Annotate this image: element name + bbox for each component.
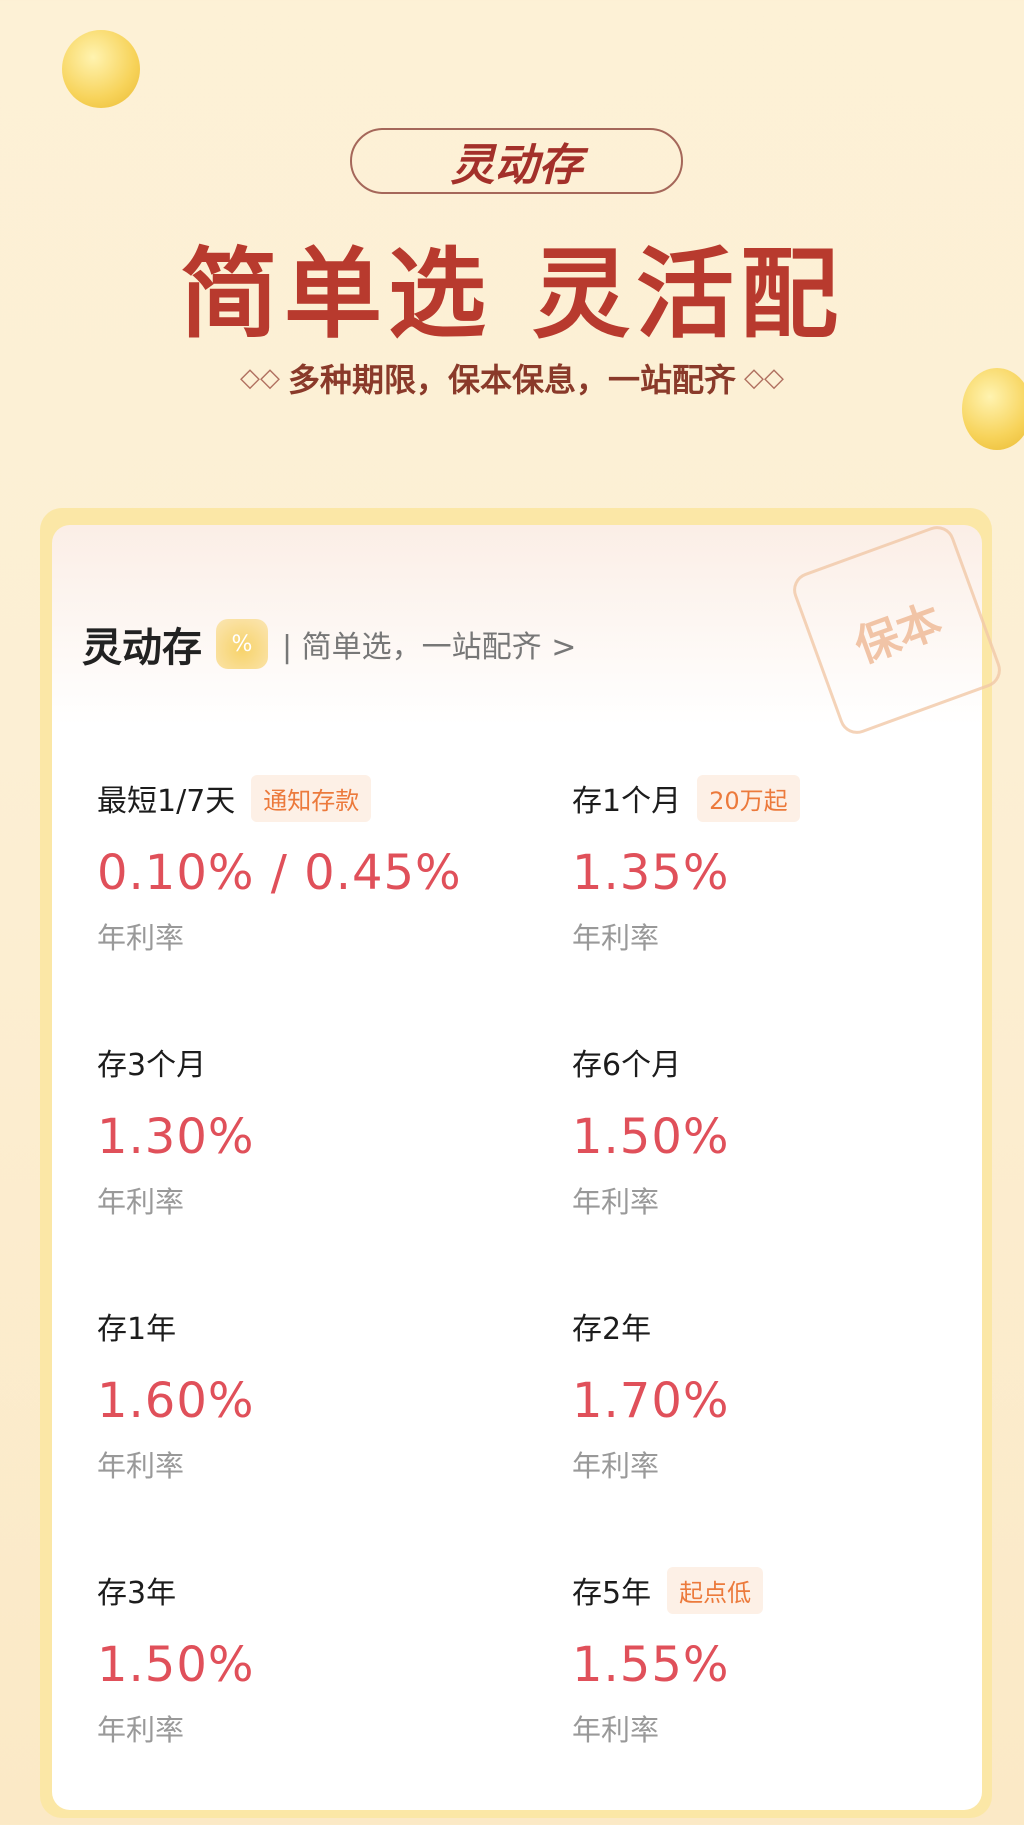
term-label: 存6个月 [572, 1048, 682, 1083]
interest-rate: 1.50% [572, 1109, 730, 1165]
headline: 简单选 灵活配 [179, 238, 845, 352]
term-label-row: 存3年 [97, 1567, 572, 1613]
rate-unit: 年利率 [97, 1713, 185, 1747]
term-label-row: 存5年 起点低 [572, 1566, 957, 1614]
interest-rate: 0.10% / 0.45% [97, 845, 462, 901]
product-item[interactable]: 存3个月 1.30% 年利率 [97, 1039, 572, 1221]
term-label: 存2年 [572, 1312, 652, 1347]
product-item[interactable]: 存1年 1.60% 年利率 [97, 1303, 572, 1485]
diamond-icon: ◇◇ [239, 363, 280, 393]
diamond-icon: ◇◇ [744, 363, 784, 393]
rate-unit: 年利率 [572, 921, 660, 955]
product-tag: 通知存款 [251, 774, 372, 822]
card-header[interactable]: 灵动存 % | 简单选，一站配齐 > [82, 615, 576, 673]
term-label: 存3个月 [97, 1048, 207, 1083]
product-card: 保本 灵动存 % | 简单选，一站配齐 > 最短1/7天 通知存款 0.10% /… [52, 521, 1006, 1810]
term-label-row: 存1个月 20万起 [572, 774, 957, 822]
product-item[interactable]: 存1个月 20万起 1.35% 年利率 [572, 774, 957, 957]
product-item[interactable]: 存6个月 1.50% 年利率 [572, 1039, 957, 1221]
product-item[interactable]: 存3年 1.50% 年利率 [97, 1567, 572, 1749]
term-label: 存1个月 [572, 784, 682, 819]
rate-unit: 年利率 [572, 1449, 660, 1483]
product-tag: 20万起 [697, 774, 800, 822]
product-grid: 最短1/7天 通知存款 0.10% / 0.45% 年利率 存1个月 20万起 1.3… [97, 774, 957, 1749]
term-label-row: 存3个月 [97, 1039, 572, 1085]
product-tag: 起点低 [667, 1566, 764, 1614]
banner-subtitle: ◇◇ 多种期限，保本保息，一站配齐 ◇◇ [0, 355, 1024, 401]
term-label-row: 存6个月 [572, 1039, 957, 1085]
term-label-row: 最短1/7天 通知存款 [97, 774, 572, 822]
product-item[interactable]: 存2年 1.70% 年利率 [572, 1303, 957, 1485]
term-label: 存3年 [97, 1576, 177, 1611]
interest-rate: 1.70% [572, 1373, 730, 1429]
guarantee-stamp: 保本 [788, 521, 1006, 739]
product-logo-pill: 灵动存 [350, 128, 683, 194]
interest-rate: 1.50% [97, 1637, 255, 1693]
coin-decoration [62, 30, 140, 108]
rate-unit: 年利率 [97, 1185, 185, 1219]
card-subtitle: 简单选，一站配齐 > [301, 630, 577, 665]
coin-decoration [962, 368, 1024, 450]
term-label-row: 存2年 [572, 1303, 957, 1349]
subtitle-text: 多种期限，保本保息，一站配齐 [287, 361, 736, 399]
rate-unit: 年利率 [572, 1713, 660, 1747]
interest-rate: 1.55% [572, 1637, 730, 1693]
rate-unit: 年利率 [572, 1185, 660, 1219]
interest-rate: 1.60% [97, 1373, 255, 1429]
term-label: 最短1/7天 [97, 784, 236, 819]
interest-rate: 1.35% [572, 845, 730, 901]
card-subtitle-link[interactable]: | 简单选，一站配齐 > [282, 630, 577, 665]
product-item[interactable]: 最短1/7天 通知存款 0.10% / 0.45% 年利率 [97, 774, 572, 957]
rate-unit: 年利率 [97, 921, 185, 955]
rate-unit: 年利率 [97, 1449, 185, 1483]
term-label: 存5年 [572, 1576, 652, 1611]
card-title: 灵动存 [82, 625, 202, 671]
interest-rate: 1.30% [97, 1109, 255, 1165]
jar-icon: % [216, 619, 268, 669]
term-label-row: 存1年 [97, 1303, 572, 1349]
product-item[interactable]: 存5年 起点低 1.55% 年利率 [572, 1566, 957, 1749]
term-label: 存1年 [97, 1312, 177, 1347]
